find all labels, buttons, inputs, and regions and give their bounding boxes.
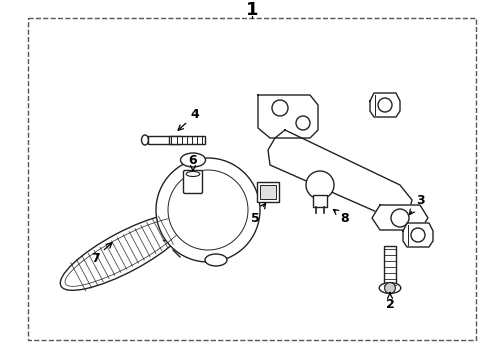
Circle shape bbox=[156, 158, 260, 262]
Ellipse shape bbox=[180, 153, 205, 167]
Bar bbox=[148, 136, 181, 144]
Ellipse shape bbox=[205, 254, 227, 266]
Ellipse shape bbox=[60, 213, 190, 291]
FancyBboxPatch shape bbox=[183, 171, 202, 194]
Ellipse shape bbox=[142, 135, 148, 145]
Bar bbox=[384, 246, 396, 288]
Circle shape bbox=[411, 228, 425, 242]
FancyBboxPatch shape bbox=[313, 195, 327, 207]
Polygon shape bbox=[372, 205, 428, 230]
Bar bbox=[169, 136, 205, 144]
Circle shape bbox=[306, 171, 334, 199]
Circle shape bbox=[168, 170, 248, 250]
Text: 2: 2 bbox=[386, 293, 394, 311]
Circle shape bbox=[272, 100, 288, 116]
Polygon shape bbox=[268, 130, 412, 220]
Text: 8: 8 bbox=[333, 210, 349, 225]
FancyBboxPatch shape bbox=[260, 185, 276, 199]
Polygon shape bbox=[403, 223, 433, 247]
Circle shape bbox=[385, 283, 395, 293]
Text: 5: 5 bbox=[250, 203, 266, 225]
Text: 4: 4 bbox=[178, 108, 199, 130]
Circle shape bbox=[378, 98, 392, 112]
Bar bbox=[28, 18, 476, 340]
Text: 3: 3 bbox=[410, 194, 424, 215]
Circle shape bbox=[391, 209, 409, 227]
Polygon shape bbox=[370, 93, 400, 117]
Polygon shape bbox=[258, 95, 318, 138]
FancyBboxPatch shape bbox=[257, 182, 279, 202]
Ellipse shape bbox=[186, 171, 200, 176]
Text: 7: 7 bbox=[91, 243, 112, 265]
Ellipse shape bbox=[379, 283, 401, 293]
Text: 1: 1 bbox=[246, 1, 258, 19]
Circle shape bbox=[296, 116, 310, 130]
Text: 6: 6 bbox=[189, 153, 197, 171]
